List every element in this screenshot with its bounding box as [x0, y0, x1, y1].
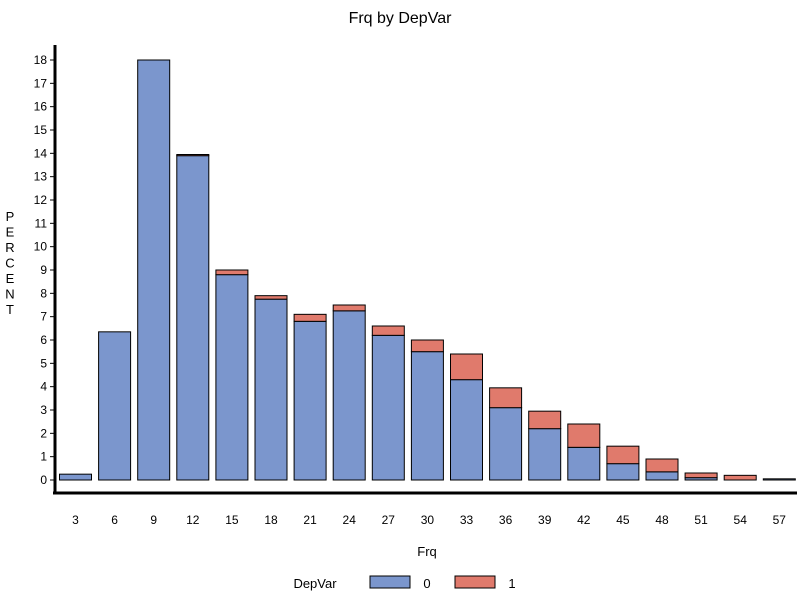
x-tick-label: 36	[499, 513, 513, 527]
bar-51-depvar-1	[684, 472, 718, 479]
y-tick-label: 13	[34, 170, 48, 184]
x-tick-label: 54	[734, 513, 748, 527]
y-axis-label-letter: E	[6, 225, 15, 240]
legend: DepVar 0 1	[293, 575, 516, 591]
bars	[59, 59, 796, 481]
y-tick-label: 4	[40, 380, 47, 394]
y-axis-label-letter: N	[5, 287, 14, 302]
x-axis: 3 6 9 12 15 18 21 24 27 30 33 36 39 42 45 48 51 54 57	[53, 491, 797, 527]
legend-label-0: 0	[423, 576, 430, 591]
bar-27-depvar-1	[371, 325, 405, 336]
bar-27-depvar-0	[371, 334, 405, 481]
bar-48-depvar-1	[645, 458, 679, 473]
y-tick-label: 5	[40, 356, 47, 370]
y-tick-label: 6	[40, 333, 47, 347]
x-tick-label: 18	[264, 513, 278, 527]
bar-6-depvar-0	[98, 331, 132, 481]
x-tick-label: 57	[773, 513, 787, 527]
x-tick-label: 9	[150, 513, 157, 527]
x-tick-label: 27	[382, 513, 396, 527]
y-axis-label-letter: C	[5, 256, 14, 271]
x-tick-label: 3	[72, 513, 79, 527]
y-tick-label: 3	[40, 403, 47, 417]
y-tick-label: 14	[34, 146, 48, 160]
bar-39-depvar-0	[528, 428, 562, 481]
y-axis-label-letter: R	[5, 240, 14, 255]
y-tick-label: 11	[35, 216, 48, 230]
bar-21-depvar-1	[293, 313, 327, 322]
bar-57-depvar-0	[762, 478, 796, 481]
x-tick-label: 42	[577, 513, 591, 527]
bar-30-depvar-1	[410, 339, 444, 353]
x-tick-label: 33	[460, 513, 474, 527]
bar-36-depvar-0	[489, 407, 523, 481]
chart-title: Frq by DepVar	[349, 10, 453, 27]
x-axis-label: Frq	[417, 544, 437, 559]
bar-12-depvar-0	[176, 155, 210, 481]
x-tick-label: 21	[303, 513, 317, 527]
y-tick-label: 12	[34, 193, 48, 207]
y-tick-label: 0	[40, 473, 47, 487]
y-tick-label: 18	[34, 53, 48, 67]
bar-9-depvar-0	[137, 59, 171, 481]
bar-3-depvar-0	[59, 473, 92, 481]
x-tick-label: 30	[421, 513, 435, 527]
x-tick-label: 51	[694, 513, 708, 527]
x-tick-label: 48	[655, 513, 669, 527]
x-tick-label: 15	[225, 513, 239, 527]
x-tick-label: 45	[616, 513, 630, 527]
bar-36-depvar-1	[489, 387, 523, 409]
x-tick-label: 12	[186, 513, 200, 527]
legend-swatch-0	[369, 575, 411, 589]
x-tick-label: 24	[343, 513, 357, 527]
bar-39-depvar-1	[528, 410, 562, 430]
y-tick-label: 17	[34, 76, 48, 90]
y-tick-label: 7	[40, 310, 47, 324]
bar-54-depvar-1	[723, 474, 757, 481]
x-tick-label: 39	[538, 513, 552, 527]
bar-18-depvar-0	[254, 298, 288, 481]
legend-title: DepVar	[293, 576, 337, 591]
bar-42-depvar-1	[567, 423, 601, 448]
bar-12-depvar-1	[176, 154, 210, 157]
y-tick-label: 2	[40, 426, 47, 440]
bar-15-depvar-1	[215, 269, 249, 276]
y-axis-label-letter: T	[6, 302, 14, 317]
bar-33-depvar-1	[450, 353, 483, 381]
bar-33-depvar-0	[450, 379, 483, 481]
x-tick-label: 6	[111, 513, 118, 527]
bar-45-depvar-1	[606, 445, 640, 465]
legend-label-1: 1	[508, 576, 515, 591]
bar-42-depvar-0	[567, 446, 601, 481]
bar-24-depvar-0	[332, 310, 366, 481]
bar-18-depvar-1	[254, 295, 288, 300]
bar-21-depvar-0	[293, 320, 327, 481]
bar-24-depvar-1	[332, 304, 366, 312]
y-tick-label: 16	[34, 100, 48, 114]
y-tick-label: 9	[40, 263, 47, 277]
y-axis-label-letter: P	[6, 209, 15, 224]
y-tick-label: 1	[40, 450, 47, 464]
y-axis-label-letter: E	[6, 271, 15, 286]
bar-30-depvar-0	[410, 351, 444, 481]
legend-swatch-1	[454, 575, 496, 589]
bar-15-depvar-0	[215, 274, 249, 481]
y-tick-label: 15	[34, 123, 48, 137]
bar-45-depvar-0	[606, 463, 640, 481]
y-tick-label: 8	[40, 286, 47, 300]
bar-48-depvar-0	[645, 471, 679, 481]
y-tick-label: 10	[34, 240, 48, 254]
